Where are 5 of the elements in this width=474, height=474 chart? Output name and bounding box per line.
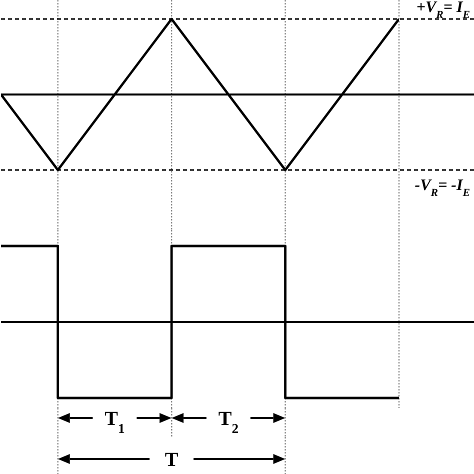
text: T$_{2}$ [218, 408, 239, 436]
ref-line-label: -V$_{R}$= -I$_{E}$ [414, 177, 470, 199]
text: T [164, 449, 179, 471]
ref-line-label: +V$_{R}$= I$_{E}$ [416, 0, 470, 21]
text: T$_{1}$ [104, 408, 125, 436]
